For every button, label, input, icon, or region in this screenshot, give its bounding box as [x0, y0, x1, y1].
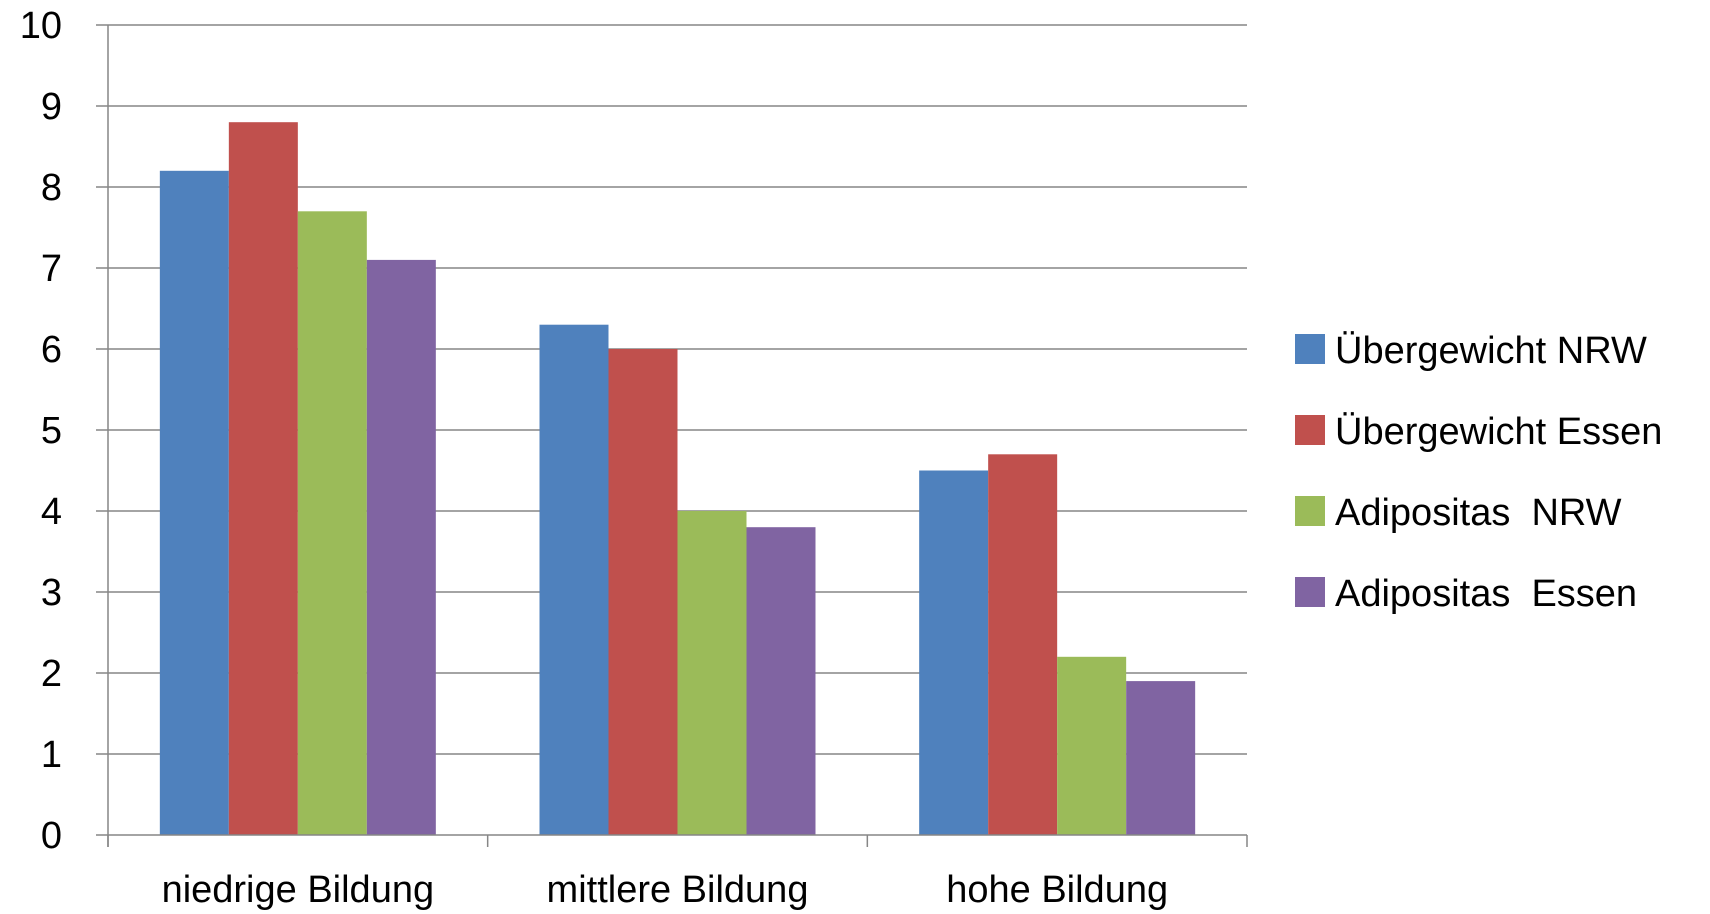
axes — [96, 25, 1248, 847]
y-tick-label-1: 1 — [41, 734, 62, 776]
legend-label-1: Übergewicht NRW — [1335, 330, 1647, 372]
bar-4-3 — [1126, 681, 1196, 835]
x-tick-labels: niedrige Bildung mittlere Bildung hohe Bil… — [162, 869, 1169, 911]
y-tick-label-3: 3 — [41, 572, 62, 614]
bar-4-1 — [366, 259, 436, 835]
y-tick-label-0: 0 — [41, 815, 62, 857]
bar-3-3 — [1057, 656, 1127, 835]
legend-swatch-1 — [1295, 334, 1325, 364]
bar-1-1 — [159, 170, 229, 836]
bar-3-1 — [297, 211, 367, 836]
x-tick-label-1: niedrige Bildung — [162, 869, 435, 911]
bar-3-2 — [677, 511, 747, 835]
bar-2-1 — [228, 122, 298, 835]
x-tick-label-3: hohe Bildung — [946, 869, 1168, 911]
legend-label-3: Adipositas NRW — [1335, 492, 1622, 534]
y-tick-label-6: 6 — [41, 329, 62, 371]
y-tick-label-5: 5 — [41, 410, 62, 452]
y-tick-label-7: 7 — [41, 248, 62, 290]
y-tick-label-4: 4 — [41, 491, 62, 533]
x-tick-label-2: mittlere Bildung — [547, 869, 809, 911]
legend-label-4: Adipositas Essen — [1335, 573, 1637, 615]
y-tick-labels: 0 1 2 3 4 5 6 7 8 9 10 — [20, 5, 62, 857]
legend-label-2: Übergewicht Essen — [1335, 411, 1662, 453]
bar-4-2 — [746, 527, 816, 835]
y-tick-label-2: 2 — [41, 653, 62, 695]
bar-1-2 — [539, 324, 609, 835]
legend-swatch-4 — [1295, 577, 1325, 607]
y-tick-label-10: 10 — [20, 5, 62, 47]
bars — [159, 122, 1196, 836]
y-tick-label-8: 8 — [41, 167, 62, 209]
legend: Übergewicht NRW Übergewicht Essen Adiposit… — [1295, 330, 1662, 615]
legend-swatch-2 — [1295, 415, 1325, 445]
bar-2-2 — [608, 349, 678, 835]
bar-2-3 — [988, 454, 1058, 835]
legend-swatch-3 — [1295, 496, 1325, 526]
y-tick-label-9: 9 — [41, 86, 62, 128]
bar-1-3 — [919, 470, 989, 835]
